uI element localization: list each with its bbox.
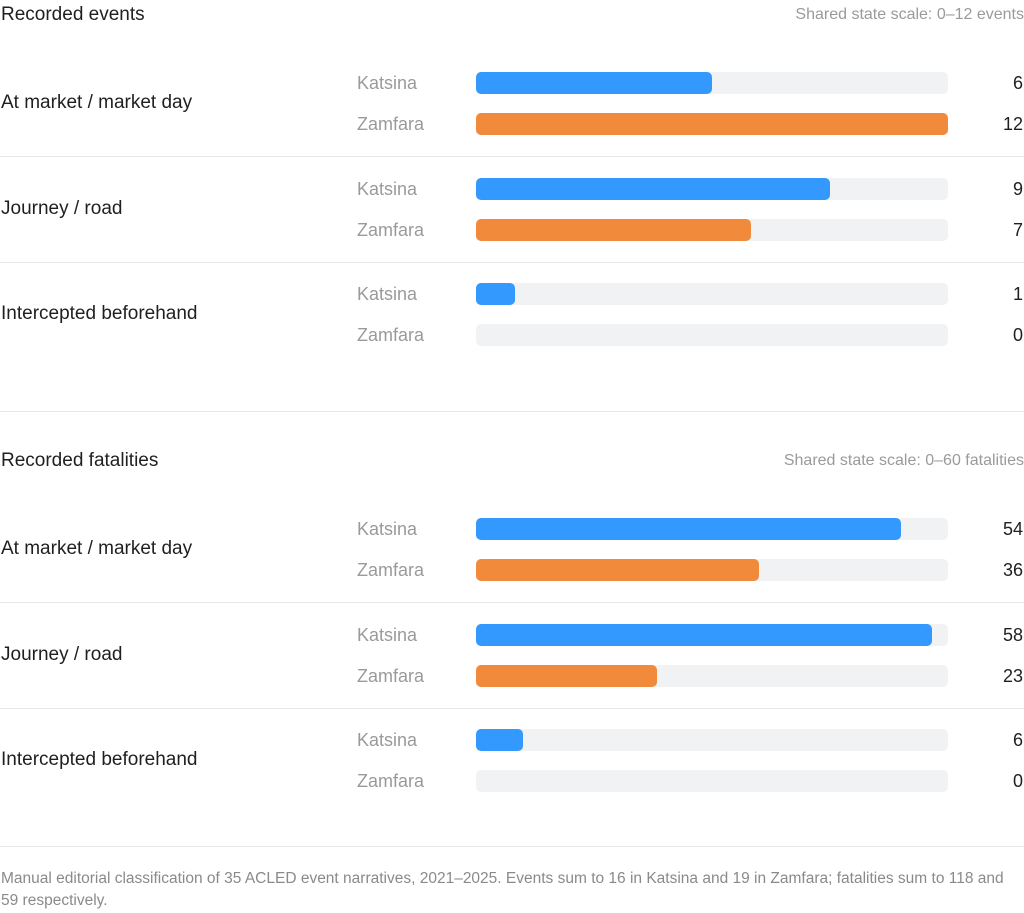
bar-track	[476, 729, 948, 751]
data-label: 9	[1012, 179, 1023, 199]
bar	[476, 219, 751, 241]
bar-row: Zamfara 36	[0, 559, 1024, 581]
bar	[476, 624, 932, 646]
bar	[476, 729, 523, 751]
divider	[0, 262, 1024, 263]
category-label: At market / market day	[1, 538, 193, 559]
bar-track	[476, 72, 948, 94]
series-label: Zamfara	[357, 220, 425, 240]
series-label: Zamfara	[357, 114, 425, 134]
divider	[0, 602, 1024, 603]
bar-track	[476, 665, 948, 687]
chart-panel: Recorded fatalities Shared state scale: 0…	[0, 446, 1024, 866]
data-label: 0	[1012, 325, 1023, 345]
data-label: 7	[1012, 220, 1023, 240]
bar-row: Katsina 54	[0, 518, 1024, 540]
bar-row: Katsina 6	[0, 72, 1024, 94]
bar-track	[476, 770, 948, 792]
bar	[476, 559, 759, 581]
bar-track	[476, 624, 948, 646]
bar-row: Katsina 6	[0, 729, 1024, 751]
bar	[476, 178, 830, 200]
data-label: 1	[1012, 284, 1023, 304]
bar-row: Katsina 1	[0, 283, 1024, 305]
bar	[476, 518, 901, 540]
series-label: Katsina	[357, 730, 418, 750]
bar-row: Zamfara 0	[0, 770, 1024, 792]
category-label: At market / market day	[1, 92, 193, 113]
divider	[0, 156, 1024, 157]
series-label: Katsina	[357, 625, 418, 645]
series-label: Katsina	[357, 179, 418, 199]
series-label: Katsina	[357, 73, 418, 93]
bar	[476, 113, 948, 135]
bar-row: Zamfara 23	[0, 665, 1024, 687]
bar	[476, 72, 712, 94]
bar-track	[476, 113, 948, 135]
category-label: Intercepted beforehand	[1, 303, 198, 324]
series-label: Zamfara	[357, 560, 425, 580]
bar-row: Katsina 9	[0, 178, 1024, 200]
bar-row: Zamfara 12	[0, 113, 1024, 135]
bar-track	[476, 518, 948, 540]
bar	[476, 283, 515, 305]
divider	[0, 708, 1024, 709]
data-label: 58	[1002, 625, 1023, 645]
footnote: Manual editorial classification of 35 AC…	[1, 870, 1004, 909]
category-label: Intercepted beforehand	[1, 749, 198, 770]
data-label: 6	[1012, 730, 1023, 750]
series-label: Zamfara	[357, 666, 425, 686]
panel-title: Recorded events	[1, 4, 145, 25]
data-label: 54	[1002, 519, 1023, 539]
data-label: 0	[1012, 771, 1023, 791]
bar-track	[476, 324, 948, 346]
category-label: Journey / road	[1, 198, 123, 219]
bar-track	[476, 559, 948, 581]
series-label: Katsina	[357, 284, 418, 304]
divider	[0, 411, 1024, 412]
bar-track	[476, 178, 948, 200]
bar-track	[476, 219, 948, 241]
scale-note: Shared state scale: 0–60 fatalities	[783, 452, 1024, 469]
panel-title: Recorded fatalities	[1, 450, 159, 471]
bar-row: Zamfara 7	[0, 219, 1024, 241]
category-label: Journey / road	[1, 644, 123, 665]
divider	[0, 846, 1024, 847]
chart-panel: Recorded events Shared state scale: 0–12 …	[0, 0, 1024, 420]
bar-row: Zamfara 0	[0, 324, 1024, 346]
data-label: 12	[1002, 114, 1023, 134]
bar-track	[476, 283, 948, 305]
bar	[476, 665, 657, 687]
series-label: Zamfara	[357, 771, 425, 791]
data-label: 23	[1002, 666, 1023, 686]
series-label: Zamfara	[357, 325, 425, 345]
series-label: Katsina	[357, 519, 418, 539]
data-label: 6	[1012, 73, 1023, 93]
data-label: 36	[1002, 560, 1023, 580]
bar-row: Katsina 58	[0, 624, 1024, 646]
scale-note: Shared state scale: 0–12 events	[795, 6, 1024, 23]
